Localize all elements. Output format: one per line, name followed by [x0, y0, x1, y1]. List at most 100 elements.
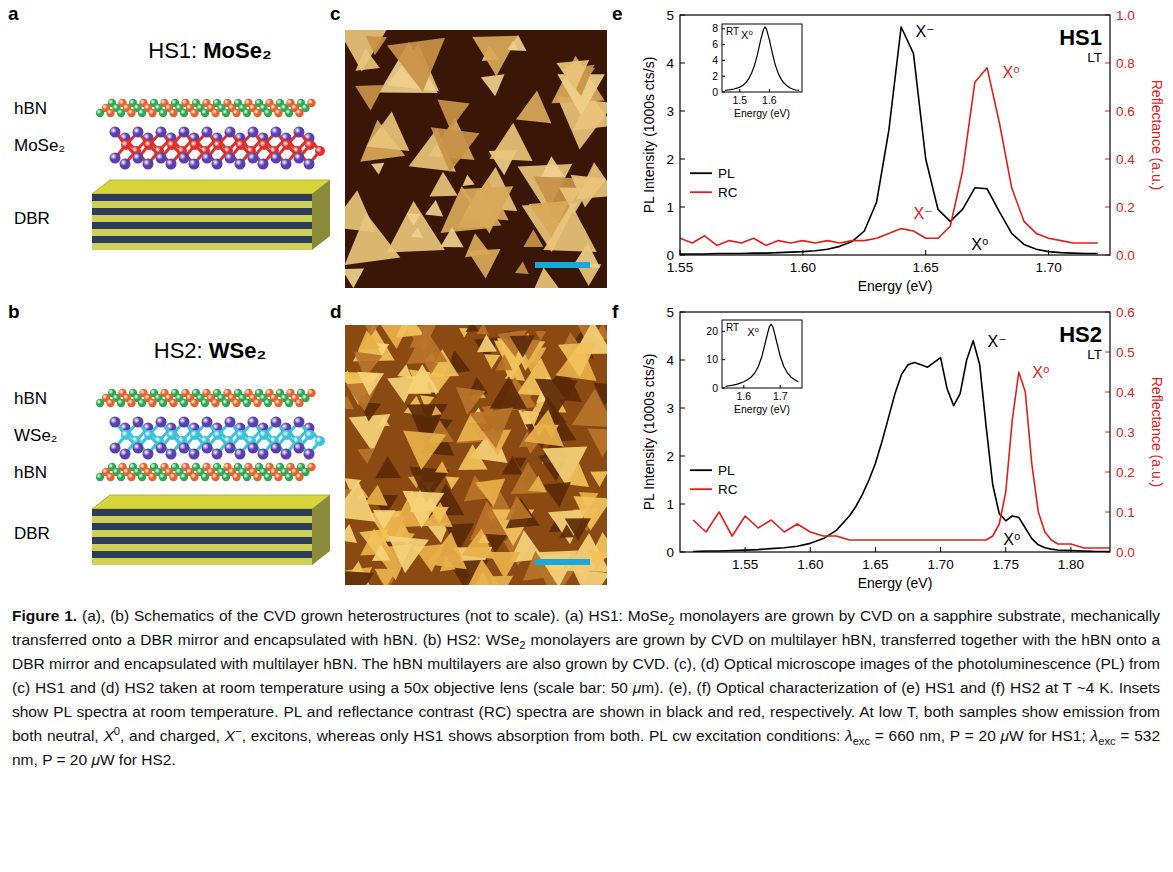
mirror-layer [92, 523, 312, 530]
tick [1048, 250, 1049, 255]
atom [202, 127, 213, 138]
caption-run: λ [1091, 727, 1099, 744]
tick-label: 0.6 [1116, 104, 1135, 119]
tick [1105, 432, 1110, 433]
annotation: X⁰ [741, 29, 753, 41]
tick-label: 0 [712, 382, 718, 394]
mirror-layer [92, 516, 312, 523]
flake [435, 461, 448, 473]
panel-letter: c [330, 3, 341, 24]
flake [558, 342, 597, 377]
flake [397, 364, 412, 378]
tick-label: 8 [712, 22, 718, 34]
atom [106, 399, 114, 407]
atom [148, 399, 156, 407]
caption-run: 2 [668, 615, 674, 627]
flake [549, 521, 561, 532]
atom [117, 109, 125, 117]
tick [780, 385, 781, 388]
tick-label: 5 [666, 8, 674, 23]
flake [431, 127, 480, 172]
atom [294, 417, 305, 428]
flake [477, 334, 497, 352]
flake [509, 35, 527, 51]
atom [179, 417, 190, 428]
tick-label: 0.0 [1116, 248, 1135, 263]
flake [577, 162, 607, 199]
atom [295, 109, 303, 117]
atom [138, 399, 146, 407]
tick [722, 44, 725, 45]
flake [523, 230, 543, 247]
tick-label: 1.5 [732, 94, 747, 106]
tick-label: 1.80 [1058, 557, 1084, 572]
title-text: HS2: [154, 338, 209, 363]
flake [366, 111, 409, 151]
flake [535, 331, 546, 340]
atom [202, 417, 213, 428]
atom [211, 399, 219, 407]
atom [305, 140, 315, 150]
tick-label: 1.6 [762, 94, 777, 106]
atom [106, 473, 114, 481]
annotation: X⁰ [1003, 64, 1020, 81]
atom [190, 430, 200, 440]
flake [460, 186, 513, 233]
tick-label: 2 [712, 70, 718, 82]
flake [403, 430, 446, 470]
panel-letter: b [8, 301, 20, 322]
flake [373, 510, 396, 530]
flake [387, 38, 445, 92]
flake [462, 528, 495, 559]
atom [232, 473, 240, 481]
tick-label: 0.1 [1116, 505, 1135, 520]
tick-label: 1.75 [993, 557, 1019, 572]
atom [294, 153, 305, 164]
flake [475, 479, 505, 507]
atom [190, 399, 198, 407]
atom [271, 443, 282, 454]
atom [282, 140, 292, 150]
atom [138, 109, 146, 117]
flake [541, 156, 565, 178]
tick [802, 250, 803, 255]
flake [529, 201, 570, 238]
flake [440, 227, 463, 247]
flake [345, 571, 374, 585]
atom [144, 140, 154, 150]
atom [243, 109, 251, 117]
tick [769, 89, 770, 92]
atom [166, 159, 177, 170]
tick [1105, 207, 1110, 208]
atom [133, 127, 144, 138]
tick-label: 1.70 [1035, 260, 1061, 275]
flake [438, 99, 470, 129]
atom [180, 473, 188, 481]
flake [357, 372, 384, 396]
atom [258, 449, 269, 460]
mirror-layer [92, 558, 312, 565]
annotation: X⁰ [747, 326, 759, 338]
layer-label: MoSe₂ [14, 136, 65, 155]
axis-title: Reflectance (a.u.) [1149, 80, 1165, 191]
panel-letter: d [330, 301, 342, 322]
caption-run: μ [633, 679, 642, 696]
caption-run: W for HS2. [100, 751, 176, 768]
mirror-side [312, 180, 330, 250]
schematic: HS1: MoSe₂hBNMoSe₂DBR [14, 38, 330, 250]
atom [253, 399, 261, 407]
mirror-layer [92, 544, 312, 551]
inset-line [725, 27, 799, 90]
atom [225, 153, 236, 164]
tick-label: 3 [666, 104, 674, 119]
figure: abcdefHS1: MoSe₂hBNMoSe₂DBRHS2: WSe₂hBNW… [0, 0, 1173, 600]
legend-line [690, 469, 712, 471]
atom [127, 109, 135, 117]
atom [225, 443, 236, 454]
tick [680, 408, 685, 409]
atom [274, 109, 282, 117]
atom [167, 140, 177, 150]
flake [396, 325, 424, 338]
flake [458, 444, 488, 470]
title-text: HS1: [148, 38, 203, 63]
